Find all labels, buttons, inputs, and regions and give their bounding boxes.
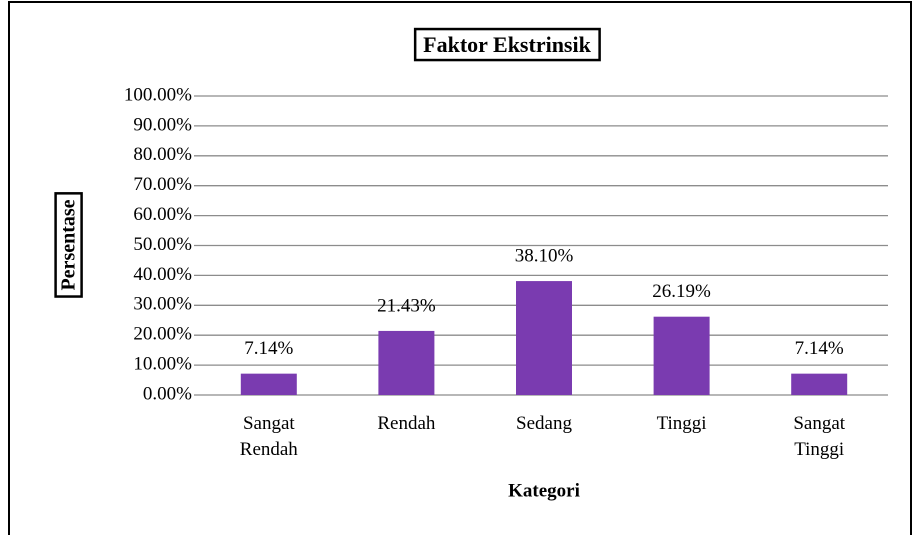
chart-title: Faktor Ekstrinsik — [423, 32, 591, 57]
y-tick-label: 40.00% — [133, 264, 192, 285]
y-axis-title: Persentase — [58, 199, 80, 290]
bar — [653, 316, 710, 395]
y-tick-label: 50.00% — [133, 234, 192, 255]
x-tick-label: Sangat Tinggi — [793, 413, 845, 460]
title-box — [413, 27, 601, 62]
x-tick-label: Sangat Rendah — [240, 413, 299, 460]
y-tick-label: 0.00% — [143, 383, 192, 404]
bar — [516, 281, 572, 395]
y-tick-label: 30.00% — [133, 294, 192, 315]
bar — [240, 373, 297, 395]
value-label: 21.43% — [377, 295, 436, 316]
value-label: 7.14% — [795, 338, 844, 359]
y-tick-label: 80.00% — [133, 144, 192, 165]
bar — [378, 330, 435, 395]
y-tick-label: 20.00% — [133, 324, 192, 345]
y-tick-label: 90.00% — [133, 114, 192, 135]
y-tick-label: 60.00% — [133, 204, 192, 225]
value-label: 26.19% — [652, 281, 711, 302]
x-axis-title: Kategori — [508, 480, 580, 501]
x-tick-label: Tinggi — [657, 413, 707, 434]
value-label: 38.10% — [515, 245, 574, 266]
y-tick-label: 100.00% — [124, 84, 192, 105]
x-tick-label: Sedang — [516, 413, 572, 434]
y-title-box — [54, 192, 83, 298]
y-tick-label: 70.00% — [133, 174, 192, 195]
bar — [791, 373, 848, 395]
chart-frame — [8, 1, 912, 535]
value-label: 7.14% — [244, 338, 293, 359]
x-tick-label: Rendah — [377, 413, 436, 434]
y-tick-label: 10.00% — [133, 353, 192, 374]
